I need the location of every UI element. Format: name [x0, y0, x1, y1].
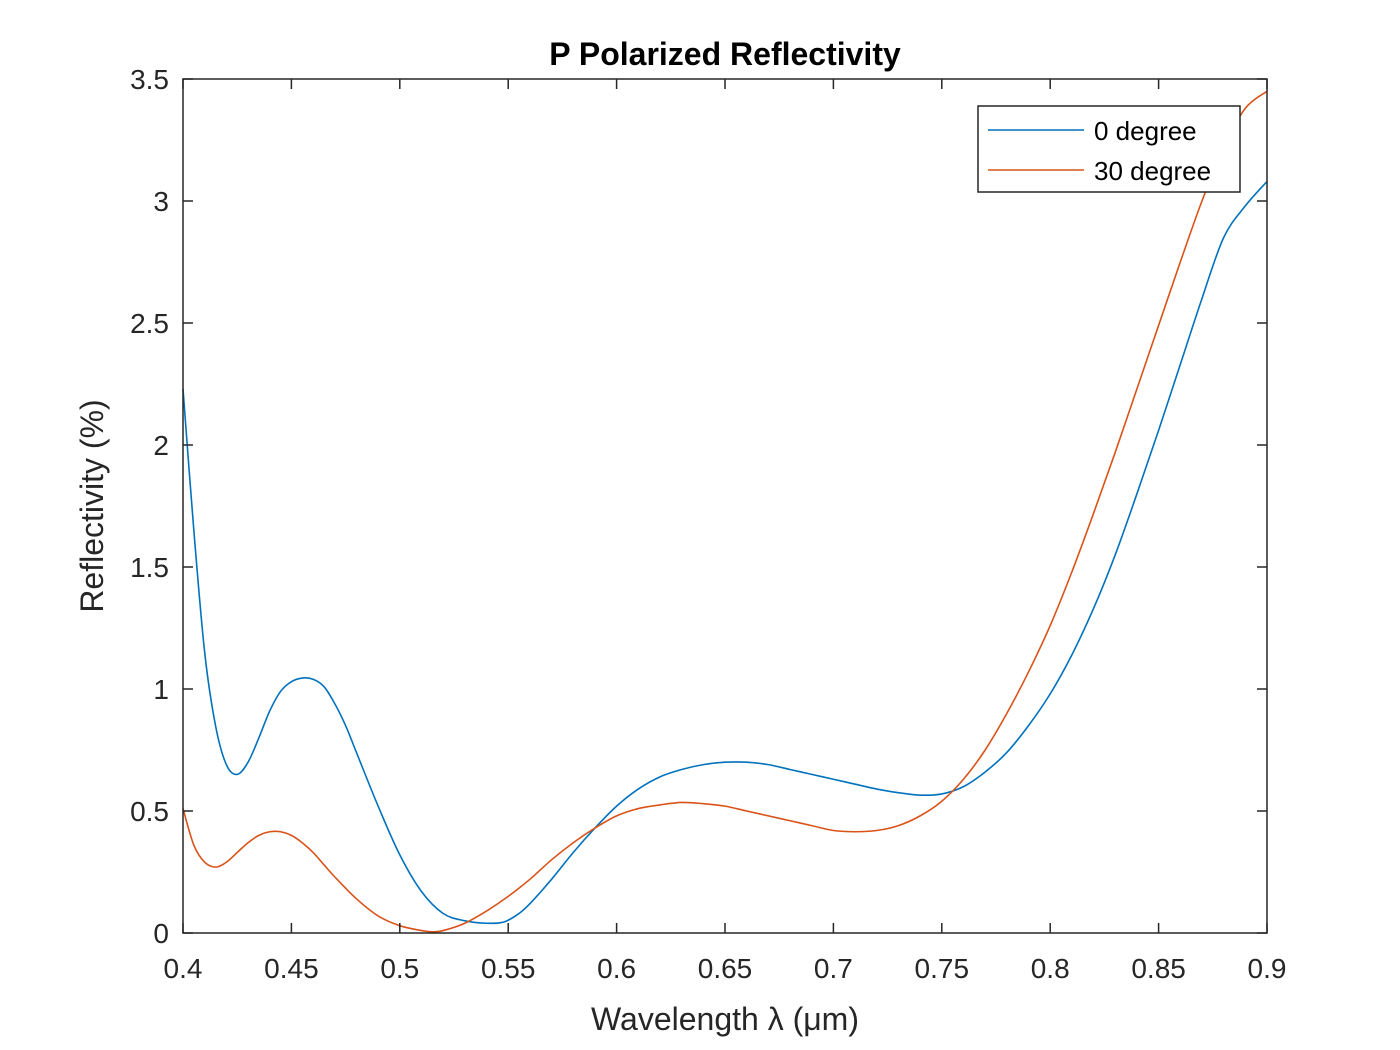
x-tick-label: 0.85 — [1131, 953, 1186, 984]
x-tick-label: 0.8 — [1031, 953, 1070, 984]
x-tick-label: 0.4 — [164, 953, 203, 984]
x-tick-label: 0.45 — [264, 953, 319, 984]
legend: 0 degree 30 degree — [977, 105, 1241, 193]
y-tick-label: 2 — [153, 430, 169, 461]
y-tick-label: 1.5 — [130, 552, 169, 583]
x-tick-label: 0.55 — [481, 953, 536, 984]
x-tick-label: 0.65 — [698, 953, 753, 984]
axes-box — [182, 78, 1268, 934]
x-tick-label: 0.7 — [814, 953, 853, 984]
y-tick-label: 0 — [153, 918, 169, 949]
y-tick-label: 3.5 — [130, 64, 169, 95]
x-tick-label: 0.5 — [380, 953, 419, 984]
plot-area — [183, 79, 1267, 933]
series-line-30-degree — [182, 90, 1268, 933]
y-tick-label: 3 — [153, 186, 169, 217]
y-tick-label: 1 — [153, 674, 169, 705]
x-tick-label: 0.6 — [597, 953, 636, 984]
y-tick-label: 2.5 — [130, 308, 169, 339]
legend-label-30-degree: 30 degree — [1094, 156, 1211, 186]
legend-label-0-degree: 0 degree — [1094, 116, 1197, 146]
y-tick-label: 0.5 — [130, 796, 169, 827]
tick-layer: 0.4 0.45 0.5 0.55 0.6 0.65 0.7 0.75 0.8 0.85 0.9 0 0… — [130, 64, 1286, 984]
x-axis-label: Wavelength λ (μm) — [591, 1001, 859, 1037]
series-layer — [182, 90, 1268, 933]
legend-box — [977, 105, 1241, 193]
series-line-0-degree — [182, 180, 1268, 925]
y-axis-label: Reflectivity (%) — [74, 399, 110, 612]
x-tick-label: 0.75 — [915, 953, 970, 984]
x-tick-label: 0.9 — [1248, 953, 1287, 984]
chart-title: P Polarized Reflectivity — [549, 36, 901, 72]
